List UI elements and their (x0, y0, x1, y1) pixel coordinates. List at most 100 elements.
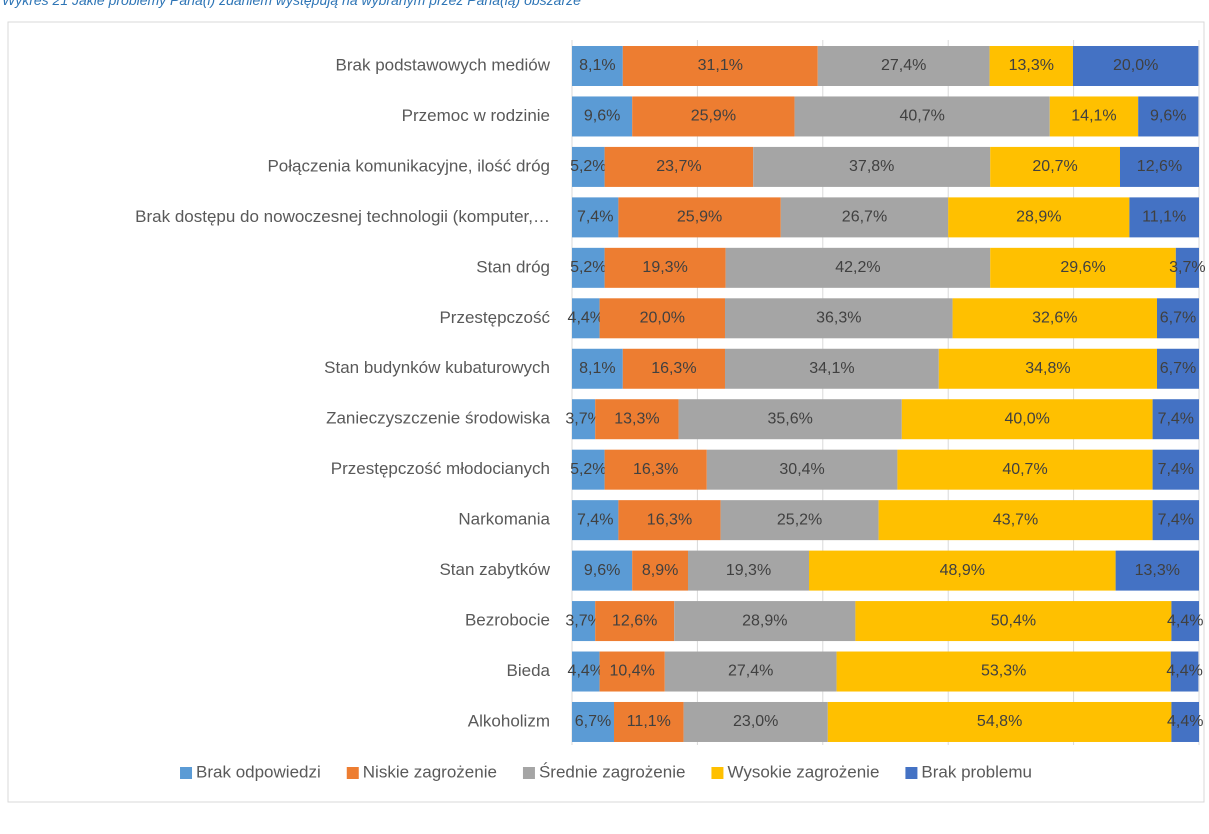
data-label: 28,9% (742, 612, 787, 629)
bar-segment (948, 197, 1130, 238)
data-label: 27,4% (881, 57, 926, 74)
data-label: 42,2% (835, 259, 880, 276)
data-label: 11,1% (1142, 209, 1186, 226)
data-label: 4,4% (1167, 713, 1203, 730)
data-label: 5,2% (570, 461, 606, 478)
bar-segment (683, 701, 828, 742)
data-label: 8,9% (642, 562, 678, 579)
data-label: 40,7% (1002, 461, 1047, 478)
legend-label: Brak problemu (921, 762, 1032, 781)
bar-segment (780, 197, 949, 238)
bar-segment (724, 298, 953, 339)
bar-segment (952, 298, 1157, 339)
data-label: 8,1% (579, 57, 615, 74)
bar-segment (901, 399, 1153, 440)
legend-label: Średnie zagrożenie (539, 762, 685, 781)
y-tick-label: Zanieczyszczenie środowiska (326, 409, 550, 428)
legend-swatch (522, 767, 535, 779)
data-label: 12,6% (612, 612, 657, 629)
bar-segment (622, 348, 725, 389)
bar-segment (572, 46, 623, 86)
y-tick-label: Alkoholizm (468, 711, 550, 730)
data-label: 16,3% (651, 360, 696, 377)
bar-segment (1171, 601, 1199, 642)
bar-segment (1171, 701, 1199, 742)
bar-segment (989, 46, 1073, 86)
y-tick-label: Brak dostępu do nowoczesnej technologii … (135, 207, 550, 226)
data-label: 48,9% (940, 562, 985, 579)
data-label: 43,7% (993, 511, 1038, 528)
bar-segment (1072, 46, 1199, 86)
bar-segment (720, 500, 879, 541)
bar-segment (618, 500, 721, 541)
data-label: 31,1% (698, 57, 743, 74)
data-label: 13,3% (614, 410, 659, 427)
data-label: 7,4% (1158, 511, 1194, 528)
data-label: 7,4% (1158, 461, 1194, 478)
data-label: 25,2% (777, 511, 822, 528)
y-tick-label: Połączenia komunikacyjne, ilość dróg (267, 156, 550, 175)
data-label: 10,4% (610, 663, 655, 680)
data-label: 34,8% (1025, 360, 1070, 377)
bar-segment (827, 701, 1172, 742)
data-label: 6,7% (1160, 360, 1196, 377)
data-label: 37,8% (849, 158, 894, 175)
bar-segment (622, 46, 818, 86)
data-label: 9,6% (584, 108, 620, 125)
y-tick-label: Bezrobocie (465, 611, 550, 630)
data-label: 19,3% (642, 259, 687, 276)
y-tick-label: Przemoc w rodzinie (402, 106, 550, 125)
y-tick-label: Narkomania (458, 510, 550, 529)
bar-segment (725, 247, 991, 288)
data-label: 40,0% (1005, 410, 1050, 427)
y-tick-label: Przestępczość młodocianych (331, 459, 550, 478)
data-label: 20,0% (1113, 57, 1158, 74)
y-tick-label: Bieda (507, 661, 551, 680)
data-label: 36,3% (816, 310, 861, 327)
data-label: 20,7% (1032, 158, 1077, 175)
data-label: 3,7% (1169, 259, 1205, 276)
bar-segment (572, 651, 600, 692)
bar-segment (632, 550, 688, 591)
data-label: 6,7% (575, 713, 611, 730)
bar-segment (632, 96, 795, 137)
chart-title: Wykres 21 Jakie problemy Pana(i) zdaniem… (2, 0, 581, 8)
data-label: 11,1% (627, 713, 671, 730)
bar-segment (1156, 298, 1199, 339)
data-label: 54,8% (977, 713, 1022, 730)
data-label: 40,7% (899, 108, 944, 125)
data-label: 50,4% (991, 612, 1036, 629)
bar-segment (1152, 449, 1199, 490)
y-tick-label: Stan budynków kubaturowych (324, 358, 550, 377)
bar-segment (572, 96, 633, 137)
bar-segment (1152, 399, 1199, 440)
bar-segment (572, 601, 596, 642)
data-label: 32,6% (1032, 310, 1077, 327)
bar-segment (1129, 197, 1199, 238)
bar-segment (1115, 550, 1199, 591)
bar-segment (809, 550, 1116, 591)
data-label: 16,3% (633, 461, 678, 478)
data-label: 16,3% (647, 511, 692, 528)
y-tick-label: Stan dróg (476, 257, 550, 276)
bar-segment (604, 449, 707, 490)
legend-swatch (711, 767, 724, 779)
bar-segment (572, 146, 605, 187)
data-label: 27,4% (728, 663, 773, 680)
legend-label: Brak odpowiedzi (196, 762, 321, 781)
bar-segment (599, 298, 725, 339)
bar-segment (604, 247, 726, 288)
data-label: 9,6% (584, 562, 620, 579)
data-label: 4,4% (1166, 663, 1202, 680)
data-label: 28,9% (1016, 209, 1061, 226)
legend-swatch (180, 767, 193, 779)
bar-segment (990, 146, 1120, 187)
data-label: 19,3% (726, 562, 771, 579)
bar-segment (724, 348, 939, 389)
data-label: 25,9% (677, 209, 722, 226)
data-label: 14,1% (1071, 108, 1116, 125)
data-label: 4,4% (568, 310, 604, 327)
legend-label: Niskie zagrożenie (363, 762, 497, 781)
